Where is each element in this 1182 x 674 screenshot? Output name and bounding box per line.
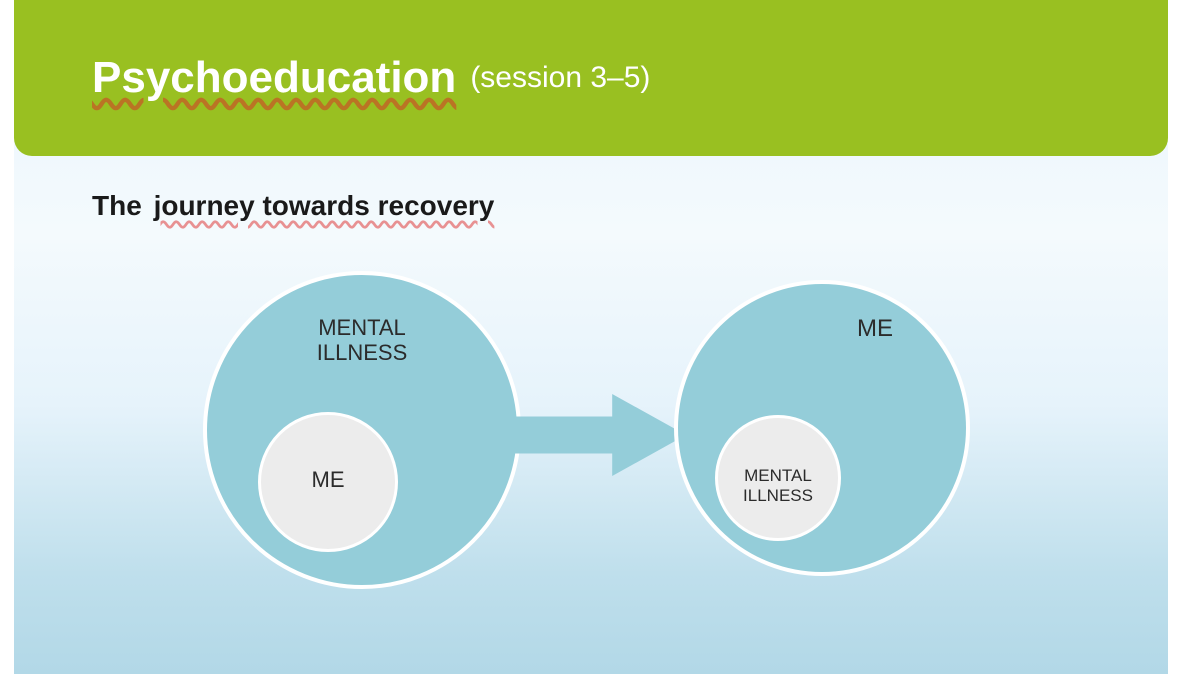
header-title: Psychoeducation — [92, 53, 456, 103]
subtitle-underlined: journey towards recovery — [154, 190, 495, 221]
section-subtitle: The journey towards recovery — [92, 190, 494, 222]
header-bar: Psychoeducation (session 3–5) — [14, 0, 1168, 156]
subtitle-prefix: The — [92, 190, 150, 221]
header-subtitle: (session 3–5) — [470, 61, 650, 95]
